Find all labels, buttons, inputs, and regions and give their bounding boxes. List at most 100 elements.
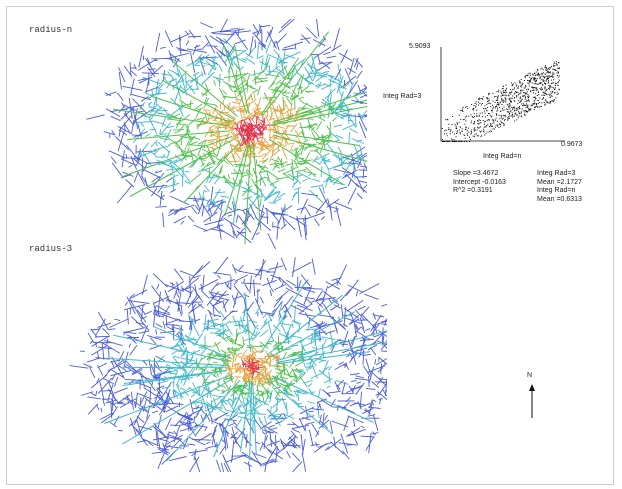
map-segment [230, 338, 235, 342]
scatter-point [531, 86, 533, 88]
map-segment [242, 136, 247, 145]
map-segment [209, 124, 216, 129]
map-segment [211, 429, 217, 438]
scatter-point [448, 141, 450, 142]
scatter-point [530, 79, 532, 81]
map-segment [188, 303, 202, 314]
map-title-radius-3: radius-3 [29, 244, 73, 254]
map-segment [89, 366, 96, 379]
map-segment [241, 57, 248, 62]
map-segment [188, 449, 208, 454]
map-segment [158, 88, 163, 92]
scatter-point [558, 62, 560, 64]
map-segment [266, 388, 269, 396]
map-segment [328, 365, 332, 371]
map-segment [274, 109, 282, 113]
map-segment [254, 350, 262, 354]
map-segment [245, 57, 256, 65]
scatter-point [465, 127, 467, 129]
scatter-point [508, 99, 510, 100]
map-arterial [252, 144, 262, 231]
map-segment [280, 413, 295, 422]
map-segment [327, 438, 342, 450]
scatter-point [541, 98, 543, 100]
map-segment [212, 341, 221, 347]
map-segment [216, 211, 223, 229]
scatter-point [490, 125, 491, 127]
map-segment [123, 364, 137, 374]
map-segment [128, 378, 136, 385]
map-segment [271, 149, 281, 157]
map-segment [210, 228, 225, 232]
map-segment [235, 72, 249, 82]
map-segment [153, 296, 170, 304]
scatter-point [497, 104, 499, 106]
map-segment [242, 116, 252, 121]
map-segment [192, 286, 204, 303]
map-segment [372, 332, 384, 346]
map-segment [237, 138, 242, 144]
map-segment [263, 318, 268, 324]
scatter-point [500, 110, 502, 112]
map-segment [258, 377, 263, 383]
map-segment [325, 281, 341, 290]
scatter-point [553, 61, 555, 63]
map-segment [249, 203, 257, 219]
scatter-plot: Integ Rad=3 5.9093 0.9673 Integ Rad=n [383, 43, 615, 165]
map-segment [264, 462, 267, 472]
map-segment [258, 55, 264, 59]
scatter-point [532, 96, 534, 98]
scatter-point [550, 75, 552, 77]
map-segment [364, 328, 371, 331]
map-segment [367, 344, 378, 351]
scatter-point [520, 79, 522, 80]
map-title-radius-n: radius-n [29, 25, 73, 35]
map-segment [155, 32, 161, 52]
map-segment [275, 446, 278, 463]
map-segment [151, 120, 163, 125]
scatter-point [483, 107, 484, 109]
scatter-point [541, 94, 543, 96]
map-segment [337, 186, 348, 191]
scatter-point [513, 88, 515, 90]
scatter-point [492, 93, 494, 95]
map-segment [133, 131, 148, 138]
map-arterial [104, 357, 227, 366]
map-segment [153, 312, 156, 328]
scatter-point [465, 106, 467, 108]
scatter-point [503, 115, 505, 117]
map-segment [245, 112, 253, 119]
map-segment [309, 363, 314, 370]
scatter-point [516, 108, 518, 109]
map-segment [332, 117, 337, 122]
map-segment [87, 396, 101, 400]
map-segment [252, 23, 260, 35]
map-segment [282, 436, 297, 448]
scatter-point [488, 100, 490, 102]
map-segment [202, 106, 209, 115]
map-segment [231, 340, 241, 347]
scatter-point [552, 74, 554, 76]
map-segment [244, 134, 254, 137]
map-segment [166, 298, 183, 307]
map-segment [331, 398, 336, 406]
map-segment [365, 387, 376, 390]
map-segment [310, 372, 323, 379]
map-segment [252, 419, 254, 433]
scatter-point [520, 91, 522, 93]
map-segment [363, 84, 367, 89]
map-segment [229, 85, 238, 89]
scatter-point [533, 103, 535, 105]
map-segment [334, 68, 342, 81]
map-segment [221, 310, 234, 322]
scatter-point [492, 122, 494, 124]
scatter-point [509, 103, 511, 105]
scatter-point [523, 87, 525, 89]
scatter-point [541, 82, 543, 84]
scatter-point [529, 76, 531, 78]
map-segment [182, 150, 187, 154]
scatter-point [474, 121, 476, 122]
map-segment [246, 311, 256, 327]
map-segment [142, 360, 148, 366]
scatter-point [472, 117, 474, 118]
